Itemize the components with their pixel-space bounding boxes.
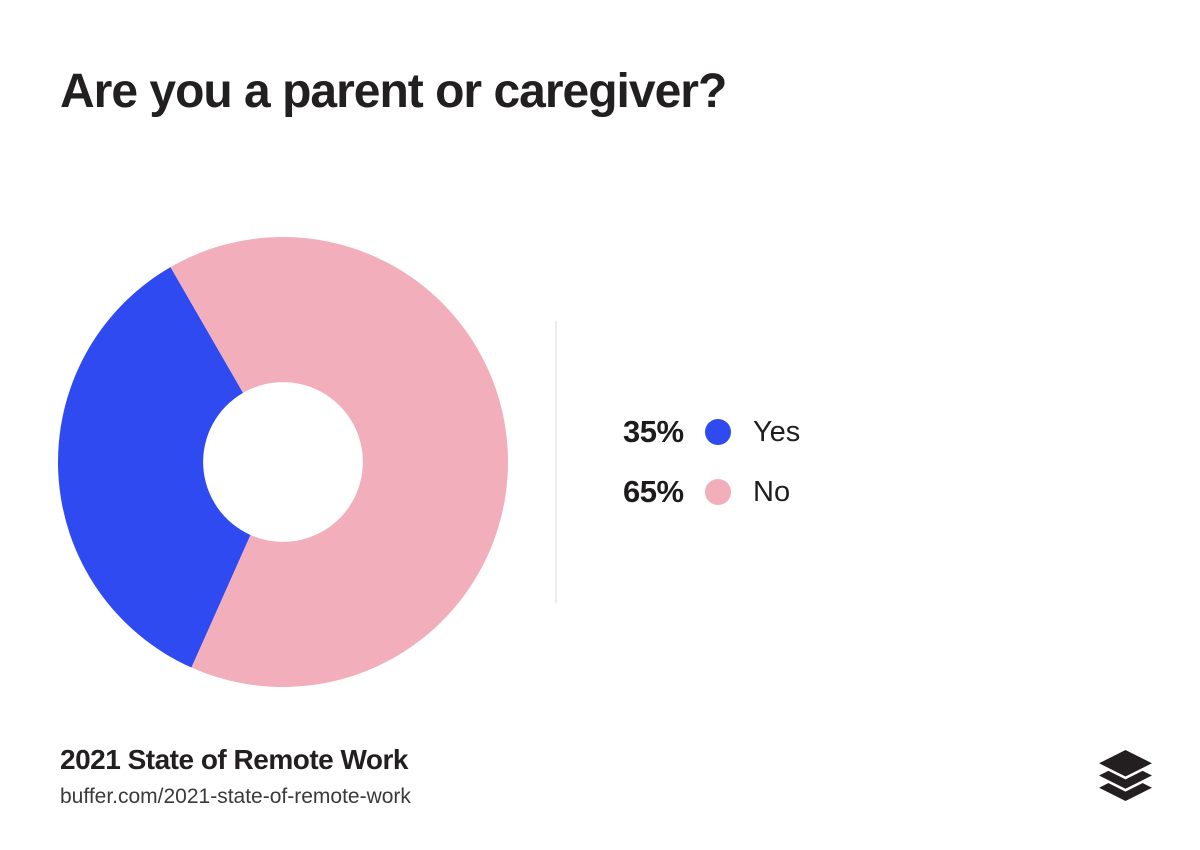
legend-label-yes: Yes xyxy=(753,415,801,448)
legend-percent-no: 65% xyxy=(623,474,684,509)
legend-swatch-no-icon xyxy=(705,479,731,505)
footer: 2021 State of Remote Work buffer.com/202… xyxy=(60,744,411,809)
page-title: Are you a parent or caregiver? xyxy=(60,65,727,118)
source-url: buffer.com/2021-state-of-remote-work xyxy=(60,785,411,808)
legend-item-yes: 35% Yes xyxy=(623,414,800,450)
donut-chart-svg xyxy=(58,237,508,687)
legend-item-no: 65% No xyxy=(623,474,800,510)
buffer-logo-icon xyxy=(1097,749,1154,802)
source-title: 2021 State of Remote Work xyxy=(60,744,408,775)
legend-label-no: No xyxy=(753,475,791,508)
legend-swatch-yes-icon xyxy=(705,419,731,445)
legend-percent-yes: 35% xyxy=(623,414,684,449)
chart-legend: 35% Yes 65% No xyxy=(623,414,800,534)
vertical-divider xyxy=(555,321,557,603)
donut-chart xyxy=(58,237,508,687)
